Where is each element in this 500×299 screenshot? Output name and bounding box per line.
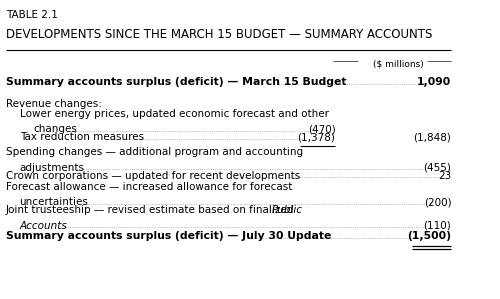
Text: Lower energy prices, updated economic forecast and other: Lower energy prices, updated economic fo… [20,109,328,119]
Text: changes: changes [33,124,77,134]
Text: 1,090: 1,090 [417,77,452,87]
Text: (110): (110) [424,221,452,231]
Text: (200): (200) [424,197,452,208]
Text: Spending changes — additional program and accounting: Spending changes — additional program an… [6,147,303,157]
Text: Crown corporations — updated for recent developments: Crown corporations — updated for recent … [6,171,300,181]
Text: Public: Public [272,205,302,215]
Text: Summary accounts surplus (deficit) — July 30 Update: Summary accounts surplus (deficit) — Jul… [6,231,332,241]
Text: uncertainties: uncertainties [20,197,88,208]
Text: Accounts: Accounts [20,221,68,231]
Text: (1,378): (1,378) [298,132,336,142]
Text: Revenue changes:: Revenue changes: [6,99,102,109]
Text: (455): (455) [424,163,452,173]
Text: (1,500): (1,500) [408,231,452,241]
Text: DEVELOPMENTS SINCE THE MARCH 15 BUDGET — SUMMARY ACCOUNTS: DEVELOPMENTS SINCE THE MARCH 15 BUDGET —… [6,28,432,41]
Text: 23: 23 [438,171,452,181]
Text: adjustments: adjustments [20,163,84,173]
Text: TABLE 2.1: TABLE 2.1 [6,10,58,20]
Text: Joint trusteeship — revised estimate based on finalized: Joint trusteeship — revised estimate bas… [6,205,298,215]
Text: ($ millions): ($ millions) [372,59,424,68]
Text: (470): (470) [308,124,336,134]
Text: (1,848): (1,848) [414,132,452,142]
Text: Forecast allowance — increased allowance for forecast: Forecast allowance — increased allowance… [6,182,292,192]
Text: Tax reduction measures: Tax reduction measures [20,132,144,142]
Text: Summary accounts surplus (deficit) — March 15 Budget: Summary accounts surplus (deficit) — Mar… [6,77,346,87]
